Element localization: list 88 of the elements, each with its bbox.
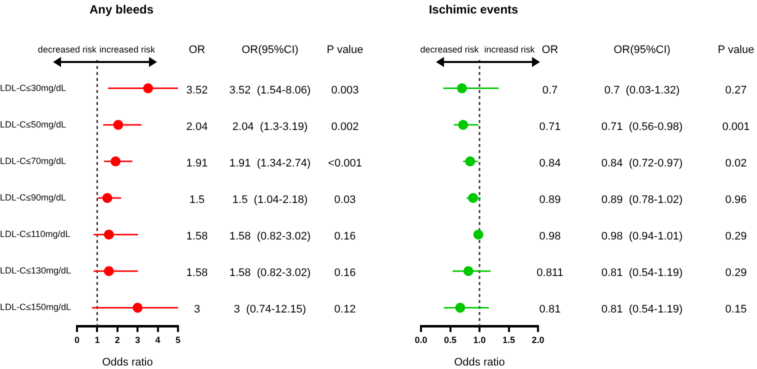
point [104, 230, 114, 240]
text: 0.96 [725, 194, 747, 206]
text: 0.15 [725, 304, 747, 316]
text: OR(95%CI) [614, 44, 670, 56]
x-tick-label: 1 [94, 334, 100, 345]
x-tick-label: 1.5 [502, 334, 516, 345]
point [102, 193, 112, 203]
text: 0.002 [331, 120, 359, 133]
text: 0.16 [334, 230, 356, 243]
x-tick-label: 2 [114, 334, 120, 345]
text: <0.001 [328, 157, 362, 170]
text: 0.7 [542, 84, 558, 96]
text: 3 [194, 304, 200, 316]
text: P value [718, 44, 754, 56]
x-tick-label: 4 [155, 334, 160, 345]
point [132, 302, 143, 313]
x-axis-title: Odds ratio [102, 356, 153, 368]
text: increased risk [99, 44, 156, 54]
point [143, 83, 154, 94]
text: 0.84 [539, 157, 561, 170]
text: 0.71 (0.56-0.98) [601, 120, 683, 133]
point [113, 120, 124, 130]
text: OR(95%CI) [242, 44, 298, 56]
x-tick-label: 3 [135, 334, 140, 345]
point [463, 266, 474, 276]
x-tick-label: 0 [74, 334, 80, 345]
text: OR [188, 44, 206, 56]
y-tick-label: LDL-C≤150mg/dL [0, 302, 71, 312]
text: 3 (0.74-12.15) [234, 304, 306, 316]
x-axis-title: Odds ratio [454, 356, 505, 368]
point [104, 266, 114, 276]
text: 0.03 [334, 194, 356, 206]
text: 0.29 [725, 230, 747, 243]
text: 0.12 [334, 304, 356, 316]
text: 0.71 [539, 120, 561, 133]
point [458, 120, 468, 130]
text: 1.91 (1.34-2.74) [229, 157, 311, 170]
text: P value [326, 44, 364, 56]
text: 1.58 (0.82-3.02) [229, 230, 311, 243]
x-tick-label: 1.0 [473, 334, 486, 345]
text: 1.91 [186, 157, 208, 170]
x-tick-label: 5 [175, 334, 181, 345]
text: 0.003 [331, 84, 359, 96]
text: 1.5 [189, 194, 205, 206]
point [110, 156, 121, 166]
y-tick-label: LDL-C≤50mg/dL [0, 119, 66, 130]
text: 1.5 (1.04-2.18) [232, 194, 308, 206]
text: increasd risk [484, 44, 536, 54]
text: 1.58 (0.82-3.02) [229, 267, 311, 280]
text: 0.81 [539, 304, 561, 316]
point [473, 230, 484, 240]
y-tick-label: LDL-C≤70mg/dL [0, 156, 66, 166]
point [465, 156, 476, 166]
text: 3.52 [186, 84, 208, 96]
text: 0.16 [334, 267, 356, 280]
y-tick-label: LDL-C≤90mg/dL [0, 192, 66, 202]
y-tick-label: LDL-C≤30mg/dL [0, 82, 66, 93]
text: 3.52 (1.54-8.06) [229, 84, 311, 96]
text: 2.04 [186, 120, 208, 133]
x-tick-label: 0.5 [444, 334, 457, 345]
text: 0.81 (0.54-1.19) [601, 267, 683, 280]
text: decreased risk [38, 44, 97, 54]
text: 0.98 [539, 230, 561, 243]
text: OR [542, 44, 558, 56]
x-tick-label: 2.0 [532, 334, 544, 345]
text: 0.27 [725, 84, 747, 96]
text: 0.81 (0.54-1.19) [601, 304, 683, 316]
text: 1.58 [186, 267, 208, 280]
text: 0.89 [539, 194, 561, 206]
text: decreased risk [420, 44, 480, 54]
x-tick-label: 0.0 [414, 334, 428, 345]
text: 0.29 [725, 267, 747, 280]
chart-title: Any bleeds [89, 2, 154, 16]
annotation: 0.811 [536, 267, 564, 280]
text: 0.84 (0.72-0.97) [601, 157, 683, 170]
text: 0.98 (0.94-1.01) [601, 230, 683, 243]
point [456, 83, 467, 94]
text: 0.89 (0.78-1.02) [601, 194, 683, 206]
text: 1.58 [186, 230, 208, 243]
text: 0.001 [722, 120, 750, 133]
text: 0.7 (0.03-1.32) [604, 84, 680, 96]
point [455, 302, 466, 313]
text: 0.02 [725, 157, 747, 170]
point [468, 193, 478, 203]
y-tick-label: LDL-C≤110mg/dL [0, 229, 70, 240]
y-tick-label: LDL-C≤130mg/dL [0, 266, 71, 276]
chart-title: Ischimic events [428, 2, 519, 16]
text: 2.04 (1.3-3.19) [232, 120, 308, 133]
